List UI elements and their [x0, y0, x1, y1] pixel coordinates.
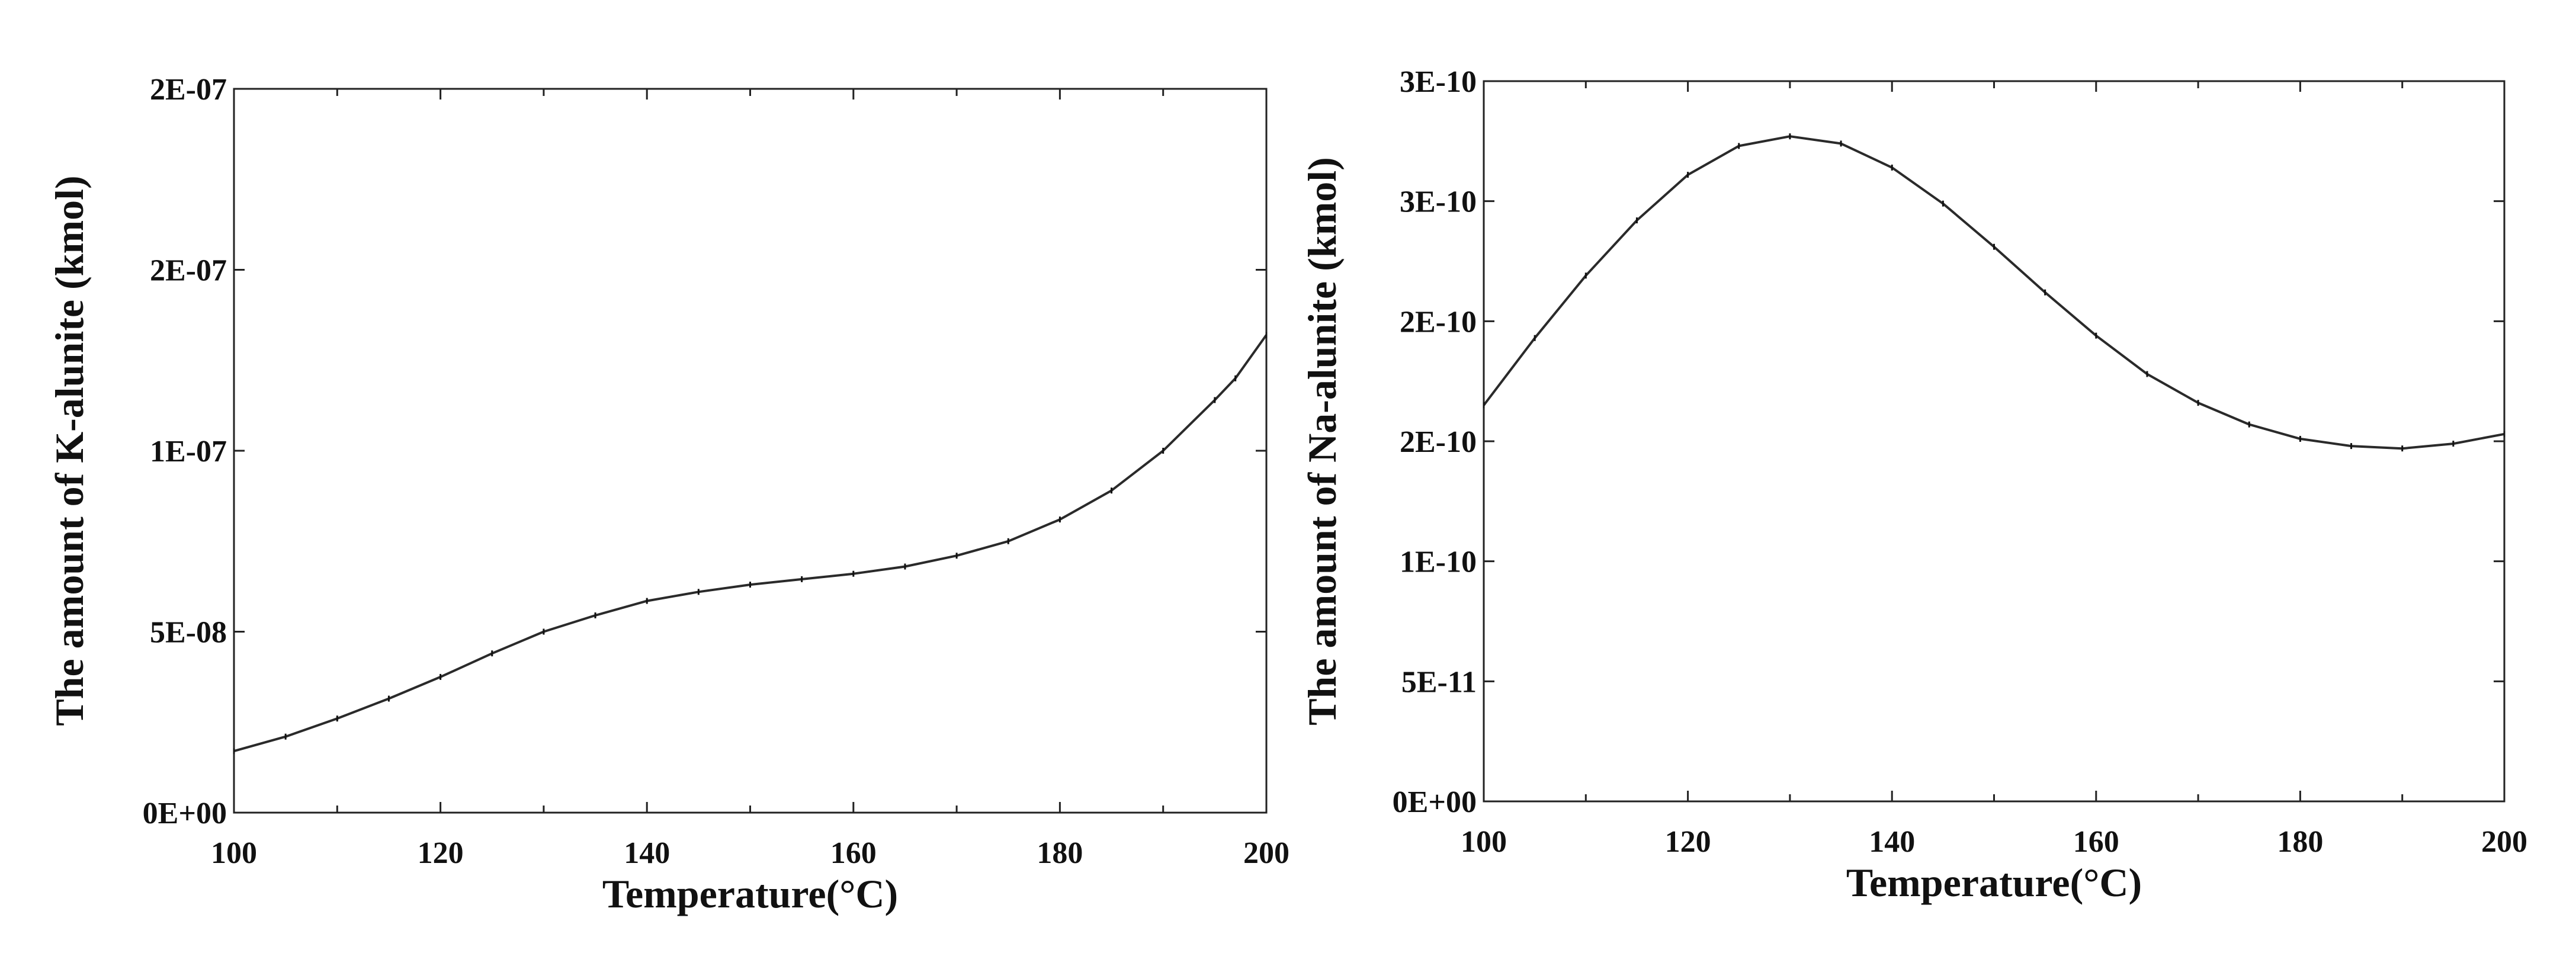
x-tick-label: 120 [418, 836, 464, 870]
x-tick-label: 100 [211, 836, 257, 870]
x-axis-title: Temperature(°C) [602, 871, 898, 916]
y-tick-label: 2E-10 [1400, 425, 1477, 459]
plot-frame [1483, 80, 2506, 803]
x-tick-label: 180 [1037, 836, 1083, 870]
y-tick-label: 5E-11 [1401, 665, 1477, 699]
y-tick-label: 2E-10 [1400, 305, 1477, 339]
y-tick-label: 0E+00 [1393, 785, 1477, 819]
x-tick-label: 140 [624, 836, 670, 870]
series-line [233, 334, 1268, 753]
y-axis-title: The amount of Na-alunite (kmol) [1300, 157, 1345, 726]
y-tick-label: 2E-07 [150, 73, 227, 107]
y-tick-label: 2E-07 [150, 254, 227, 288]
x-tick-label: 200 [2481, 825, 2527, 859]
y-tick-label: 3E-10 [1400, 65, 1477, 99]
plot-frame [233, 88, 1268, 814]
y-axis-title: The amount of K-alunite (kmol) [47, 175, 92, 726]
y-tick-label: 1E-07 [150, 435, 227, 469]
y-tick-label: 3E-10 [1400, 185, 1477, 219]
x-tick-label: 100 [1461, 825, 1507, 859]
k-alunite-chart: 100 120 140 160 180 200 0E+00 5E-08 1E-07 2E-07 2E… [47, 73, 1289, 916]
y-tick-label: 1E-10 [1400, 546, 1477, 579]
y-tick-label: 0E+00 [143, 797, 227, 830]
x-tick-label: 120 [1665, 825, 1711, 859]
x-axis-title: Temperature(°C) [1846, 860, 2142, 905]
x-tick-label: 140 [1869, 825, 1915, 859]
x-tick-label: 200 [1243, 836, 1289, 870]
na-alunite-chart: 100 120 140 160 180 200 0E+00 5E-11 1E-10 2E-10 2E… [1300, 65, 2527, 905]
x-tick-label: 160 [830, 836, 877, 870]
series-line [1483, 135, 2505, 450]
y-tick-label: 5E-08 [150, 616, 227, 650]
x-tick-label: 160 [2073, 825, 2119, 859]
x-tick-label: 180 [2277, 825, 2323, 859]
